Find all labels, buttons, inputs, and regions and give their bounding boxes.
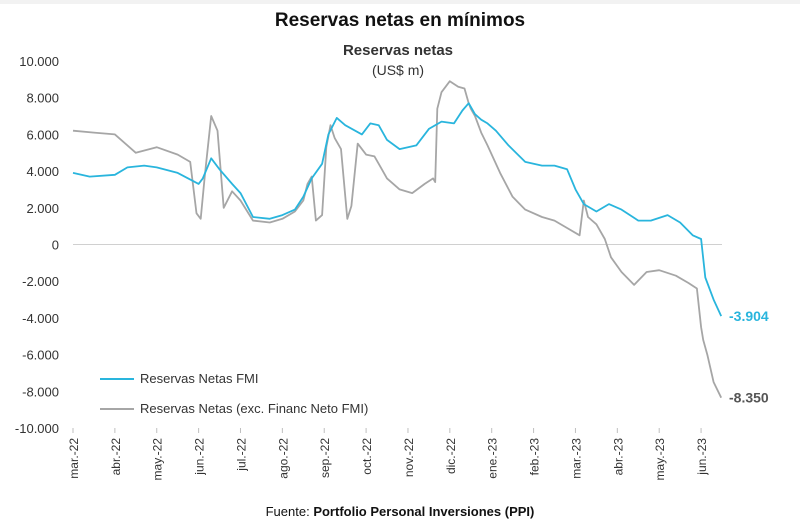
end-value-label: -3.904 (729, 308, 769, 324)
series-line-0 (72, 102, 723, 317)
x-axis: mar.-22 abr.-22 may.-22 jun.-22 jul.-22 ago.-… (67, 428, 709, 480)
y-tick-label: 8.000 (26, 91, 59, 106)
source-prefix: Fuente: (265, 504, 314, 519)
y-tick-label: -6.000 (22, 348, 59, 363)
x-tick-label: feb.-23 (528, 438, 542, 476)
window-top-strip (0, 0, 800, 4)
x-tick-label: abr.-23 (611, 438, 625, 476)
x-tick-label: ago.-22 (276, 438, 290, 479)
y-tick-label: 4.000 (26, 164, 59, 179)
y-tick-label: 10.000 (19, 54, 59, 69)
y-tick-label: 6.000 (26, 127, 59, 142)
x-tick-label: may.-22 (151, 438, 165, 481)
x-tick-label: abr.-22 (109, 438, 123, 476)
source-note: Fuente: Portfolio Personal Inversiones (… (0, 504, 800, 519)
x-tick-label: sep.-22 (318, 438, 332, 478)
y-tick-label: 2.000 (26, 201, 59, 216)
y-tick-label: 0 (52, 238, 59, 253)
x-tick-label: jun.-22 (193, 438, 207, 476)
x-tick-label: jul.-22 (234, 438, 248, 472)
x-tick-label: dic.-22 (444, 438, 458, 474)
x-tick-label: may.-23 (653, 438, 667, 481)
legend-label[interactable]: Reservas Netas FMI (140, 371, 258, 386)
end-value-label: -8.350 (729, 390, 769, 406)
chart-subtitle: (US$ m) (372, 62, 424, 78)
series-layer (72, 80, 723, 399)
source-name: Portfolio Personal Inversiones (PPI) (313, 504, 535, 519)
series-line-1 (72, 80, 723, 399)
page-title: Reservas netas en mínimos (274, 10, 526, 31)
x-tick-label: oct.-22 (360, 438, 374, 475)
y-tick-label: -8.000 (22, 384, 59, 399)
legend[interactable]: Reservas Netas FMI Reservas Netas (exc. F… (100, 371, 368, 416)
y-tick-label: -4.000 (22, 311, 59, 326)
end-labels: -3.904 -8.350 (729, 308, 769, 406)
x-tick-label: nov.-22 (402, 438, 416, 477)
y-tick-label: -10.000 (15, 421, 59, 436)
x-tick-label: jun.-23 (695, 438, 709, 476)
x-tick-label: mar.-22 (67, 438, 81, 479)
y-axis: 10.000 8.000 6.000 4.000 2.000 0 -2.000 -4.000 -… (15, 54, 59, 436)
chart-title: Reservas netas (343, 42, 453, 59)
legend-label[interactable]: Reservas Netas (exc. Financ Neto FMI) (140, 401, 368, 416)
y-tick-label: -2.000 (22, 274, 59, 289)
x-tick-label: mar.-23 (569, 438, 583, 479)
x-tick-label: ene.-23 (486, 438, 500, 479)
